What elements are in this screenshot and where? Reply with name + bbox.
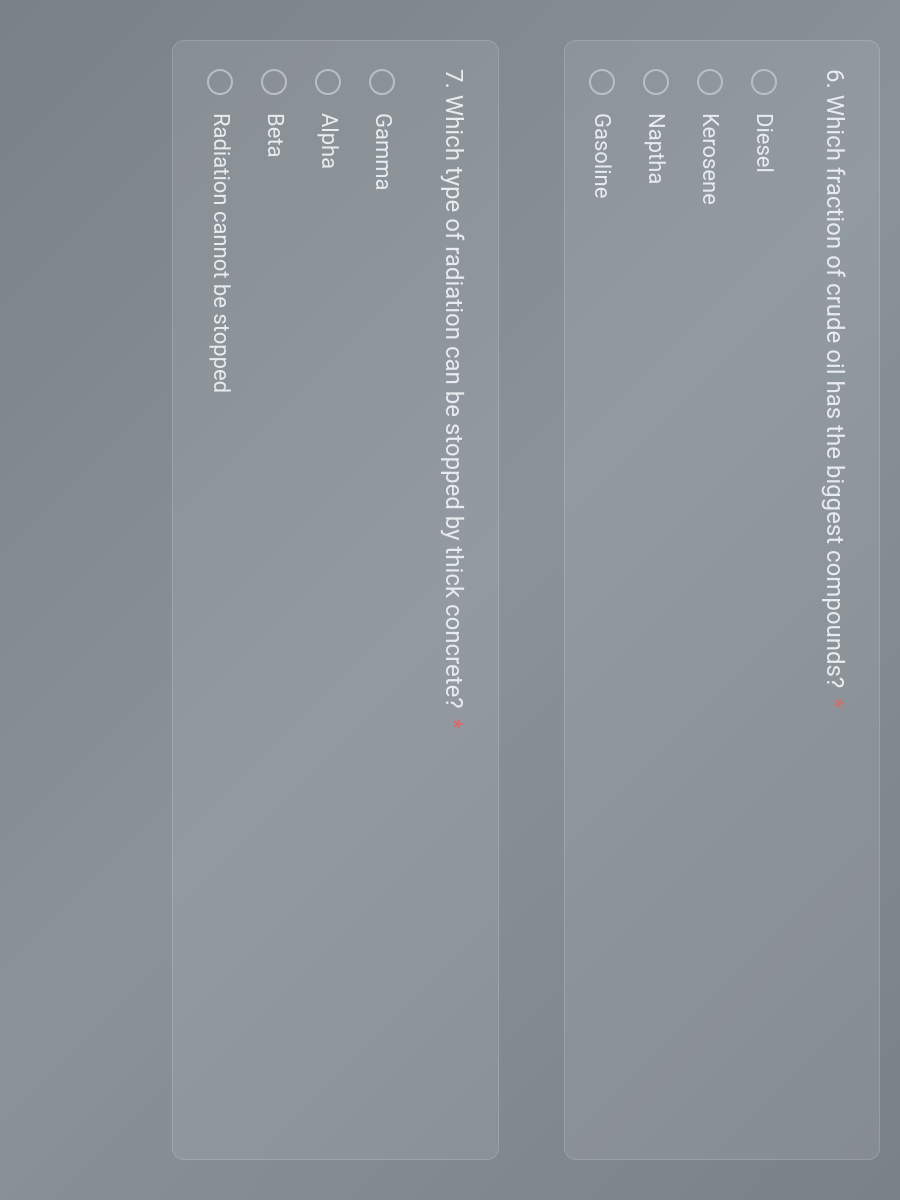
option-label: Gasoline [589,113,614,198]
required-asterisk-icon: * [440,719,468,729]
option-label: Naptha [643,113,668,184]
radio-option-kerosene[interactable]: Kerosene [683,69,737,1131]
radio-option-beta[interactable]: Beta [247,69,301,1131]
form-container: 6. Which fraction of crude oil has the b… [0,0,900,1200]
radio-circle-icon [369,69,395,95]
question-content-7: Which type of radiation can be stopped b… [440,95,468,709]
radio-circle-icon [697,69,723,95]
radio-option-gamma[interactable]: Gamma [355,69,409,1131]
radio-circle-icon [315,69,341,95]
question-text-7: 7. Which type of radiation can be stoppe… [437,69,469,1131]
option-label: Alpha [316,113,341,169]
question-card-6: 6. Which fraction of crude oil has the b… [564,40,880,1160]
radio-option-cannot-be-stopped[interactable]: Radiation cannot be stopped [193,69,247,1131]
option-label: Radiation cannot be stopped [208,113,233,393]
option-label: Diesel [751,113,776,173]
option-label: Kerosene [697,113,722,205]
radio-option-diesel[interactable]: Diesel [737,69,791,1131]
option-label: Gamma [370,113,395,191]
question-number-6: 6 [821,69,849,83]
radio-circle-icon [207,69,233,95]
radio-circle-icon [643,69,669,95]
required-asterisk-icon: * [821,698,849,708]
radio-circle-icon [261,69,287,95]
radio-option-gasoline[interactable]: Gasoline [575,69,629,1131]
radio-option-alpha[interactable]: Alpha [301,69,355,1131]
question-number-7: 7 [440,69,468,83]
radio-circle-icon [751,69,777,95]
question-text-6: 6. Which fraction of crude oil has the b… [819,69,851,1131]
question-card-7: 7. Which type of radiation can be stoppe… [172,40,498,1160]
radio-option-naptha[interactable]: Naptha [629,69,683,1131]
card-spacer [519,0,544,1200]
radio-circle-icon [589,69,615,95]
question-content-6: Which fraction of crude oil has the bigg… [821,95,849,688]
option-label: Beta [262,113,287,158]
